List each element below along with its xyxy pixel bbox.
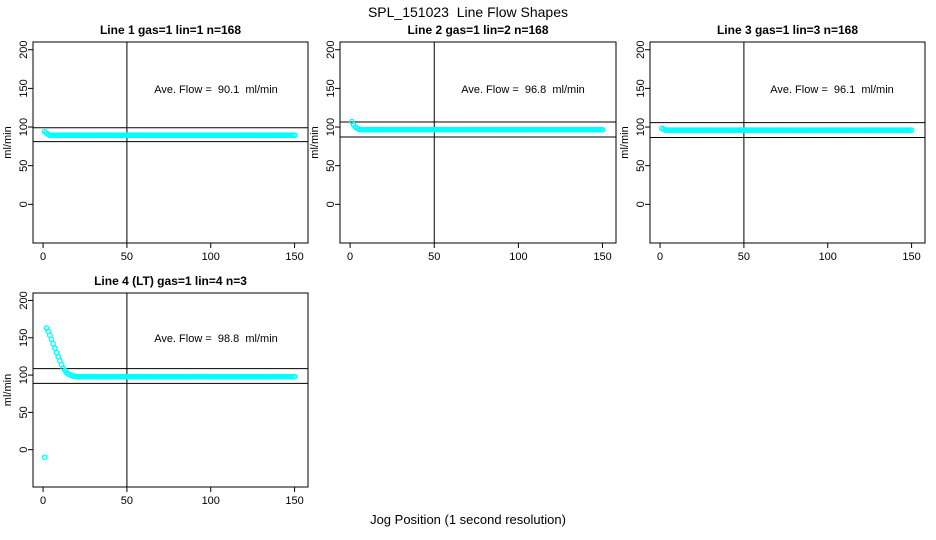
x-tick-label: 50 [738,251,750,263]
data-point [291,373,298,380]
data-point [41,454,48,461]
data-points [41,128,298,139]
y-axis-label: ml/min [619,126,631,158]
x-tick-label: 150 [285,495,303,507]
y-tick-label: 100 [325,118,337,136]
y-tick-label: 150 [325,79,337,97]
y-tick-label: 200 [325,41,337,59]
y-tick-label: 50 [18,160,30,172]
y-tick-label: 100 [635,118,647,136]
y-tick-label: 50 [325,160,337,172]
panel-3-title: Line 3 gas=1 lin=3 n=168 [716,23,859,37]
y-axis-label: ml/min [309,126,321,158]
x-tick-label: 0 [40,251,46,263]
y-tick-label: 200 [635,41,647,59]
panel-4-avg-flow-annotation: Ave. Flow = 98.8 ml/min [154,333,278,345]
y-tick-label: 200 [18,291,30,309]
y-tick-label: 0 [18,201,30,207]
y-tick-label: 150 [18,329,30,347]
x-tick-label: 0 [657,251,663,263]
y-tick-label: 50 [18,406,30,418]
data-point [599,126,606,133]
panel-1-plot: 0 50 100 150 0 50 100 150 200 ml/min [2,41,309,263]
x-tick-label: 150 [593,251,611,263]
x-tick-label: 50 [121,495,133,507]
y-tick-label: 0 [18,447,30,453]
data-points [348,118,606,133]
plot-box [649,41,926,244]
main-title: SPL_151023 Line Flow Shapes [367,4,569,20]
x-tick-label: 100 [819,251,837,263]
x-tick-label: 50 [428,251,440,263]
panel-1-title: Line 1 gas=1 lin=1 n=168 [99,23,242,37]
y-tick-label: 150 [635,79,647,97]
y-tick-label: 200 [18,41,30,59]
panel-1-avg-flow-annotation: Ave. Flow = 90.1 ml/min [154,84,278,96]
data-point [50,340,56,347]
y-tick-label: 100 [18,118,30,136]
plot-box [32,292,309,488]
x-tick-label: 100 [509,251,527,263]
data-point [291,132,298,139]
x-tick-label: 0 [40,495,46,507]
panel-4-title: Line 4 (LT) gas=1 lin=4 n=3 [94,274,247,288]
plot-box [32,41,309,244]
x-tick-label: 150 [285,251,303,263]
x-tick-label: 0 [347,251,353,263]
panel-3-avg-flow-annotation: Ave. Flow = 96.1 ml/min [770,84,894,96]
y-tick-label: 150 [18,79,30,97]
data-points [41,325,298,461]
panel-4-plot: 0 50 100 150 0 50 100 150 200 ml/min [2,291,309,507]
data-points [658,125,915,133]
x-tick-label: 100 [202,251,220,263]
y-tick-label: 50 [635,160,647,172]
y-tick-label: 0 [325,201,337,207]
x-tick-label: 100 [202,495,220,507]
y-axis-label: ml/min [2,374,14,406]
panel-3-plot: 0 50 100 150 0 50 100 150 200 ml/min [619,41,926,263]
data-point [48,336,55,343]
panel-2-avg-flow-annotation: Ave. Flow = 96.8 ml/min [461,84,585,96]
panel-2-title: Line 2 gas=1 lin=2 n=168 [407,23,549,37]
y-axis-label: ml/min [2,126,14,158]
data-point [51,345,58,352]
plot-box [339,41,617,244]
panel-2-plot: 0 50 100 150 0 50 100 150 200 ml/min [309,41,617,263]
x-axis-label: Jog Position (1 second resolution) [370,512,566,527]
data-point [908,127,915,133]
y-tick-label: 0 [635,201,647,207]
x-tick-label: 50 [121,251,133,263]
x-tick-label: 150 [902,251,920,263]
y-tick-label: 100 [18,366,30,384]
